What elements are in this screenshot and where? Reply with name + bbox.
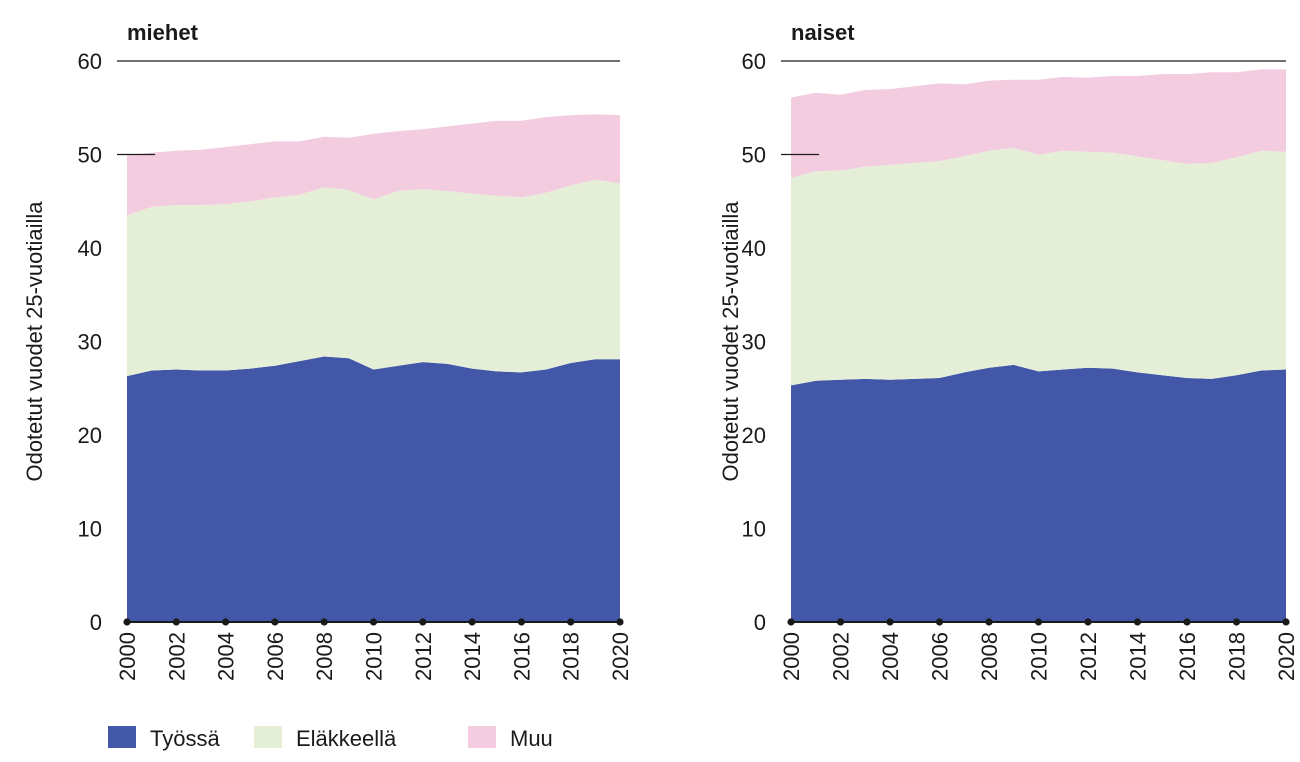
x-tick-2012-women: 2012 [1076,632,1101,681]
y-tick-10-women: 10 [742,517,766,542]
panel-title-men: miehet [127,20,199,45]
x-tick-dot-2004-women [886,618,894,626]
x-tick-2006-men: 2006 [263,632,288,681]
x-tick-dot-2006-men [271,618,279,626]
x-tick-2014-women: 2014 [1126,632,1151,681]
y-tick-0-men: 0 [90,610,102,635]
y-tick-40-women: 40 [742,236,766,261]
x-tick-2006-women: 2006 [928,632,953,681]
y-tick-0-women: 0 [754,610,766,635]
x-tick-2008-men: 2008 [312,632,337,681]
x-tick-2008-women: 2008 [977,632,1002,681]
x-tick-dot-2002-women [836,618,845,626]
legend-label-tyossa: Työssä [150,726,220,751]
x-tick-2002-men: 2002 [164,632,189,681]
x-tick-2014-men: 2014 [460,632,485,681]
x-tick-dot-2020-men [616,618,624,626]
y-tick-50-women: 50 [742,143,766,168]
x-tick-2012-men: 2012 [411,632,436,681]
legend-label-elakkeella: Eläkkeellä [296,726,397,751]
y-tick-30-women: 30 [742,330,766,355]
chart-panel-men: 0 10 20 30 40 50 60 2000 2002 2004 2006 2008 2010 201… [22,20,633,681]
area-muu-women [791,69,1286,178]
area-muu-men [127,114,620,216]
x-tick-2020-women: 2020 [1274,632,1299,681]
x-tick-2018-men: 2018 [559,632,584,681]
x-tick-dot-2016-women [1183,618,1191,626]
y-axis-label-men: Odotetut vuodet 25-vuotiailla [22,201,47,482]
x-tick-dot-2008-women [985,618,993,626]
x-tick-dot-2012-women [1084,618,1092,626]
x-tick-dot-2018-men [567,618,575,626]
panel-title-women: naiset [791,20,855,45]
y-tick-50-men: 50 [78,143,102,168]
legend: Työssä Eläkkeellä Muu [108,726,553,751]
x-tick-2002-women: 2002 [829,632,854,681]
y-tick-60-women: 60 [742,49,766,74]
area-tyossa-men [127,356,620,622]
y-tick-10-men: 10 [78,517,102,542]
x-tick-2000-men: 2000 [115,632,140,681]
y-tick-30-men: 30 [78,330,102,355]
x-tick-dot-2020-women [1282,618,1290,626]
x-tick-2016-women: 2016 [1175,632,1200,681]
x-tick-2010-women: 2010 [1027,632,1052,681]
x-tick-2020-men: 2020 [608,632,633,681]
x-tick-dot-2012-men [419,618,427,626]
x-tick-dot-2002-men [172,618,180,626]
x-tick-dot-2016-men [517,618,526,626]
legend-swatch-muu [468,726,496,748]
y-tick-20-women: 20 [742,423,766,448]
x-tick-dot-2008-men [320,618,328,626]
x-tick-dot-2014-men [468,618,476,626]
x-tick-2000-women: 2000 [779,632,804,681]
x-tick-dot-2014-women [1133,618,1142,626]
y-tick-40-men: 40 [78,236,102,261]
x-tick-dot-2010-men [369,618,378,626]
legend-swatch-tyossa [108,726,136,748]
x-tick-2016-men: 2016 [509,632,534,681]
chart-panel-women: 0 10 20 30 40 50 60 2000 2002 2004 2006 2008 2010 201… [718,20,1299,681]
x-tick-2010-men: 2010 [362,632,387,681]
x-tick-dot-2000-men [123,618,131,626]
legend-label-muu: Muu [510,726,553,751]
y-tick-20-men: 20 [78,423,102,448]
area-elakkeella-men [127,179,620,377]
x-tick-dot-2000-women [787,618,795,626]
area-tyossa-women [791,364,1286,622]
x-tick-2004-women: 2004 [878,632,903,681]
y-axis-label-women: Odotetut vuodet 25-vuotiailla [718,201,743,482]
area-elakkeella-women [791,148,1286,386]
x-tick-2018-women: 2018 [1225,632,1250,681]
x-tick-2004-men: 2004 [214,632,239,681]
x-tick-dot-2006-women [935,618,944,626]
x-tick-dot-2018-women [1232,618,1241,626]
y-tick-60-men: 60 [78,49,102,74]
legend-swatch-elakkeella [254,726,282,748]
x-tick-dot-2010-women [1034,618,1043,626]
x-tick-dot-2004-men [222,618,230,626]
